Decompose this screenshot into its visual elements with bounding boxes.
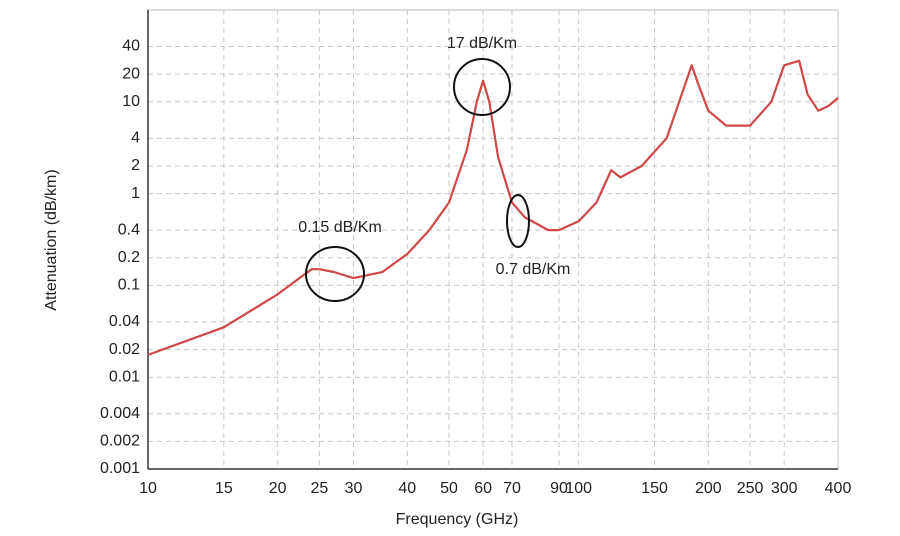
x-tick-label: 25 [310,480,328,497]
x-tick-label: 300 [771,480,798,497]
x-tick-label: 30 [345,480,363,497]
y-tick-label: 40 [122,38,140,55]
x-axis-label: Frequency (GHz) [396,511,519,528]
plot-area: 0.001 0.002 0.004 0.01 0.02 0.04 0.1 0.2 0.4 1 2 4 1… [100,9,852,497]
x-tick-label: 50 [440,480,458,497]
x-tick-label: 150 [641,480,668,497]
annotation-circle [453,58,511,116]
data-line [147,59,839,356]
x-tick-label: 15 [215,480,233,497]
y-tick-label: 0.4 [118,221,140,238]
annotation: 0.15 dB/Km [298,219,382,236]
annotation-circle [305,246,365,302]
y-tick-label: 2 [131,157,140,174]
y-tick-label: 0.01 [109,368,140,385]
annotation-circle [506,194,530,248]
x-tick-label: 40 [398,480,416,497]
y-tick-label: 0.02 [109,341,140,358]
x-tick-label: 250 [737,480,764,497]
annotation: 0.7 dB/Km [496,261,571,278]
annotation: 17 dB/Km [447,35,517,52]
x-tick-label: 400 [825,480,852,497]
y-tick-label: 4 [131,130,140,147]
y-tick-label: 0.04 [109,313,140,330]
x-tick-label: 60 [474,480,492,497]
y-tick-label: 0.001 [100,460,140,477]
y-tick-label: 0.002 [100,433,140,450]
y-axis-label: Attenuation (dB/km) [43,169,60,310]
x-tick-label: 90 [550,480,568,497]
x-tick-label: 10 [139,480,157,497]
plot-frame [147,9,839,470]
y-tick-label: 10 [122,93,140,110]
y-tick-label: 0.1 [118,277,140,294]
x-tick-label: 100 [565,480,592,497]
y-tick-label: 0.004 [100,405,140,422]
y-tick-label: 0.2 [118,249,140,266]
x-tick-label: 20 [269,480,287,497]
y-tick-label: 1 [131,185,140,202]
x-tick-label: 200 [695,480,722,497]
x-tick-label: 70 [503,480,521,497]
y-tick-label: 20 [122,65,140,82]
